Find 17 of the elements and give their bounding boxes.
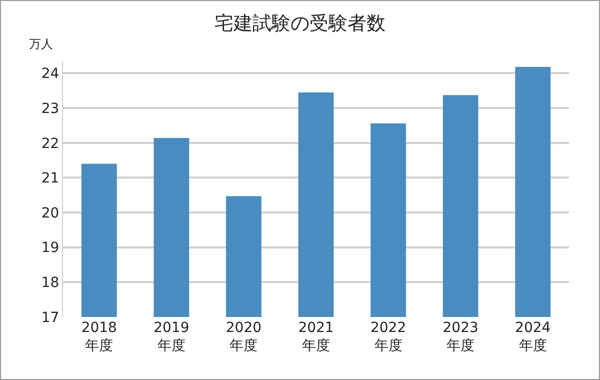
- y-tick-label: 23: [41, 100, 60, 117]
- x-tick-label: 2020 年度: [226, 320, 262, 354]
- x-tick-label: 2021 年度: [298, 320, 334, 354]
- y-tick-label: 24: [41, 66, 60, 82]
- chart-title: 宅建試験の受験者数: [214, 12, 386, 34]
- y-axis-title: 万人: [29, 37, 53, 51]
- x-tick-label: 2019 年度: [154, 320, 190, 354]
- y-tick-label: 18: [41, 275, 60, 292]
- x-tick-label: 2024 年度: [515, 320, 551, 354]
- y-tick-label: 19: [41, 240, 60, 256]
- x-tick-label: 2022 年度: [370, 320, 406, 354]
- x-tick-label: 2023 年度: [442, 320, 478, 354]
- y-tick-label: 20: [41, 205, 60, 222]
- x-tick-label: 2018 年度: [81, 320, 117, 354]
- y-tick-label: 22: [41, 136, 60, 152]
- y-tick-label: 17: [41, 310, 60, 326]
- y-tick-label: 21: [41, 170, 60, 187]
